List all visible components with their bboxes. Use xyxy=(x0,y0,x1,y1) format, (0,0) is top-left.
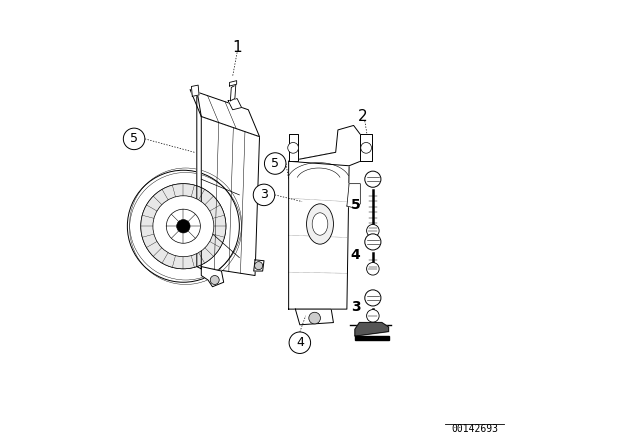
Polygon shape xyxy=(289,125,371,166)
Text: 5: 5 xyxy=(130,132,138,146)
Text: 5: 5 xyxy=(271,157,279,170)
Polygon shape xyxy=(360,134,371,161)
Text: 5: 5 xyxy=(351,198,360,212)
Circle shape xyxy=(141,184,226,269)
Circle shape xyxy=(124,128,145,150)
Polygon shape xyxy=(296,309,333,325)
Text: 3: 3 xyxy=(260,188,268,202)
Ellipse shape xyxy=(307,204,333,244)
Circle shape xyxy=(367,224,379,237)
Polygon shape xyxy=(197,90,202,269)
Polygon shape xyxy=(228,99,242,110)
Text: 00142693: 00142693 xyxy=(451,424,498,434)
Polygon shape xyxy=(289,134,298,161)
Text: 2: 2 xyxy=(358,109,367,124)
Circle shape xyxy=(153,196,214,257)
Circle shape xyxy=(309,312,321,324)
Text: 3: 3 xyxy=(351,300,360,314)
Circle shape xyxy=(255,262,262,270)
Text: 4: 4 xyxy=(296,336,304,349)
Polygon shape xyxy=(202,267,224,287)
Circle shape xyxy=(177,220,190,233)
Circle shape xyxy=(365,234,381,250)
Circle shape xyxy=(289,332,310,353)
Circle shape xyxy=(264,153,286,174)
Text: 1: 1 xyxy=(232,39,242,55)
Text: 4: 4 xyxy=(351,248,360,263)
Ellipse shape xyxy=(312,213,328,235)
Circle shape xyxy=(367,263,379,275)
Polygon shape xyxy=(347,184,360,208)
Polygon shape xyxy=(190,90,260,137)
Polygon shape xyxy=(230,81,237,86)
Circle shape xyxy=(365,171,381,187)
Circle shape xyxy=(211,276,220,284)
Circle shape xyxy=(166,209,200,243)
Circle shape xyxy=(367,310,379,322)
Polygon shape xyxy=(253,260,264,271)
Polygon shape xyxy=(197,116,260,276)
Circle shape xyxy=(141,184,226,269)
Polygon shape xyxy=(289,152,349,309)
Polygon shape xyxy=(355,323,388,336)
Polygon shape xyxy=(355,336,388,340)
Circle shape xyxy=(288,142,298,153)
Polygon shape xyxy=(230,85,236,101)
Polygon shape xyxy=(191,85,199,96)
Circle shape xyxy=(361,142,371,153)
Circle shape xyxy=(253,184,275,206)
Circle shape xyxy=(365,290,381,306)
Circle shape xyxy=(127,170,239,282)
